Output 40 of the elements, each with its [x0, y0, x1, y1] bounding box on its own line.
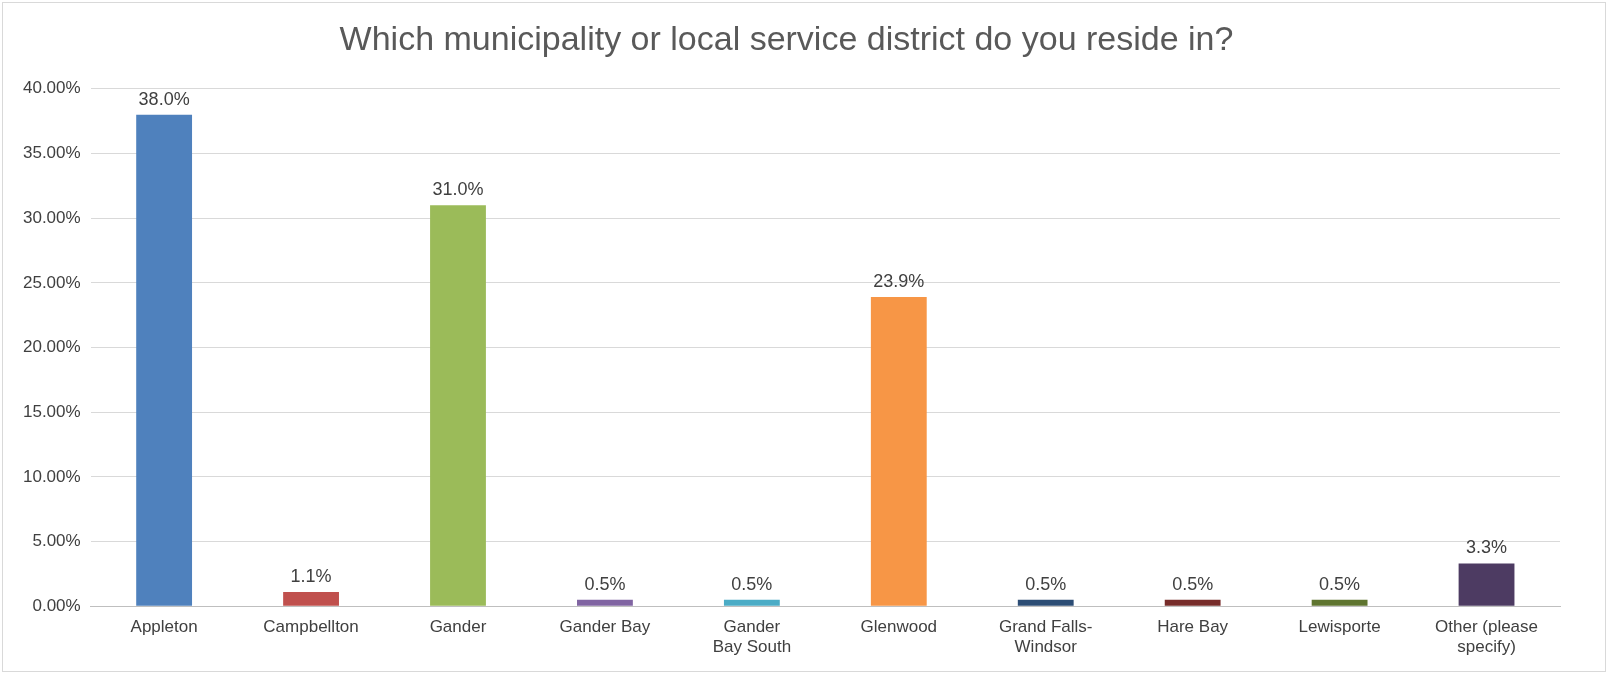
x-tick-label: Other (please specify) [1435, 617, 1539, 657]
bar [1164, 599, 1221, 606]
bar [1017, 599, 1074, 606]
x-tick-label: Lewisporte [1298, 617, 1381, 637]
y-tick-label: 30.00% [22, 207, 81, 227]
bar [136, 114, 193, 606]
data-label: 0.5% [1319, 573, 1361, 594]
data-label: 0.5% [1172, 573, 1214, 594]
bar [1311, 599, 1368, 606]
data-label: 0.5% [731, 573, 773, 594]
y-tick-label: 20.00% [22, 337, 81, 357]
bar [1458, 563, 1515, 606]
bar [430, 205, 486, 606]
bar [283, 591, 339, 606]
data-label: 0.5% [1025, 573, 1067, 594]
y-tick-label: 10.00% [22, 466, 81, 486]
data-label: 38.0% [138, 88, 190, 109]
bar [723, 599, 780, 606]
y-tick-label: 35.00% [22, 143, 81, 163]
data-label: 23.9% [873, 271, 925, 292]
x-tick-label: Gander Bay [559, 617, 651, 637]
bar [870, 297, 927, 606]
y-tick-label: 40.00% [22, 78, 81, 98]
bar [577, 599, 633, 606]
data-label: 0.5% [584, 573, 626, 594]
x-tick-label: Campbellton [263, 617, 359, 637]
chart-title: Which municipality or local service district do you reside in? [339, 18, 1234, 57]
x-tick-label: Hare Bay [1157, 617, 1229, 637]
y-tick-label: 5.00% [32, 531, 81, 551]
data-label: 1.1% [290, 565, 332, 586]
x-tick-label: Gander Bay South [712, 617, 792, 657]
y-tick-label: 15.00% [22, 401, 81, 421]
x-tick-label: Glenwood [860, 617, 938, 637]
y-tick-label: 25.00% [22, 272, 81, 292]
x-tick-label: Appleton [130, 617, 198, 637]
x-tick-label: Gander [429, 617, 487, 637]
data-label: 3.3% [1466, 537, 1508, 558]
data-label: 31.0% [432, 179, 484, 200]
y-tick-label: 0.00% [32, 595, 81, 615]
x-tick-label: Grand Falls-Windsor [998, 617, 1093, 657]
